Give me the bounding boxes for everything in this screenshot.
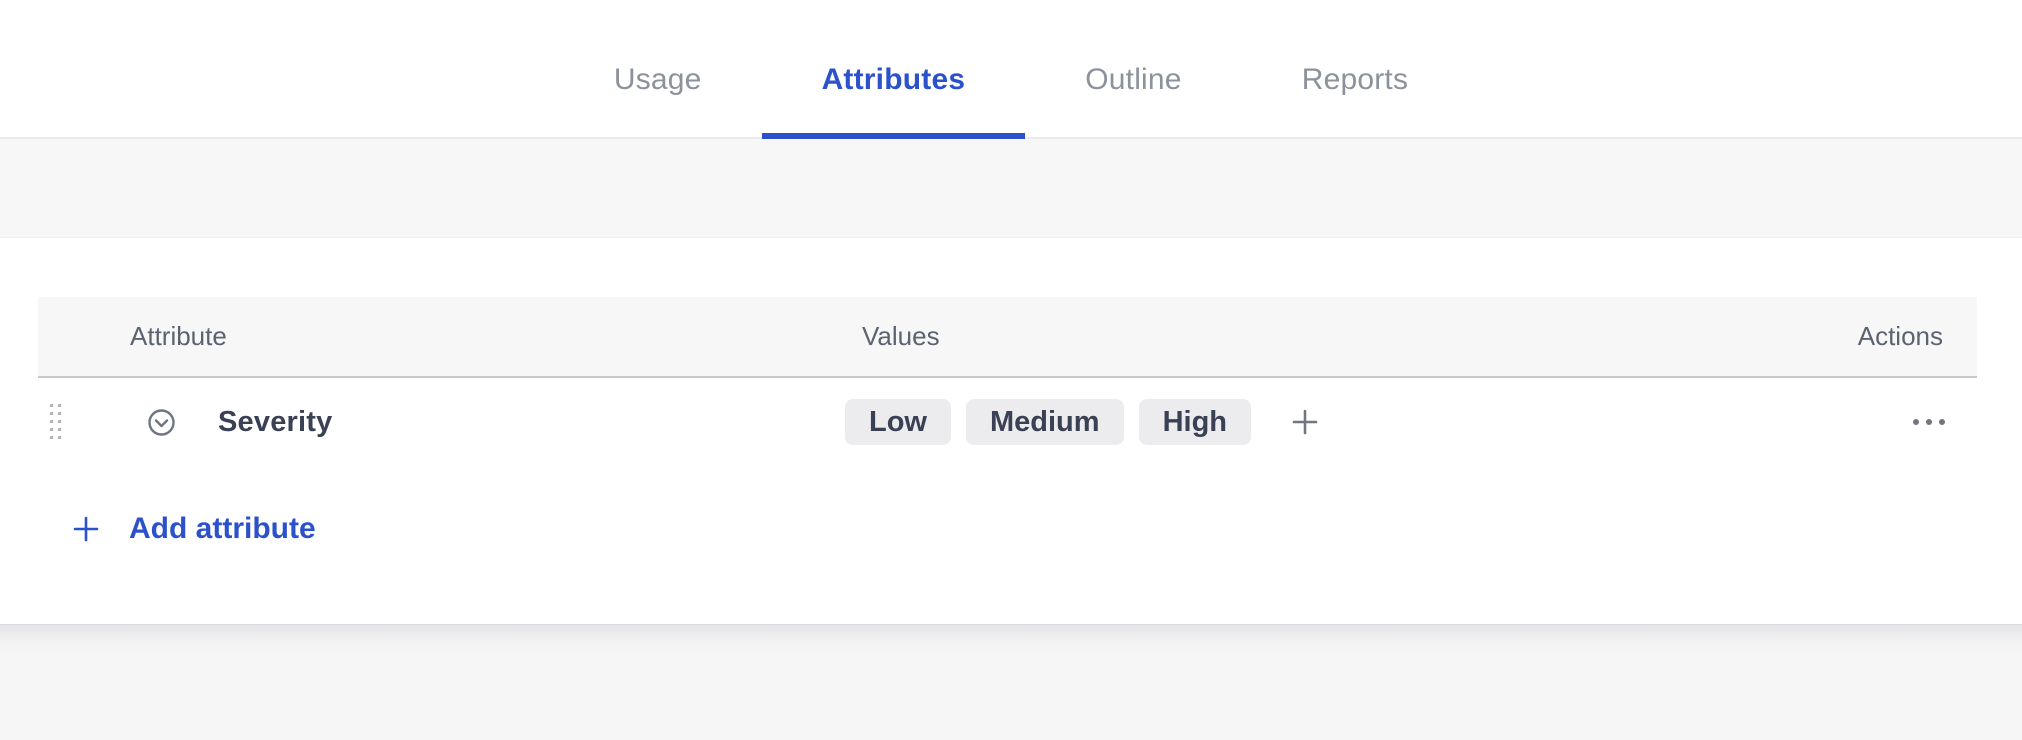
- table-header-row: Attribute Values Actions: [38, 297, 1977, 378]
- tab-reports-label: Reports: [1301, 62, 1409, 96]
- column-header-values: Values: [862, 321, 940, 351]
- attribute-values: Low Medium High: [845, 378, 1319, 466]
- chevron-down-circle-icon[interactable]: [148, 408, 175, 436]
- add-value-plus-icon[interactable]: [1291, 408, 1319, 436]
- attributes-content: Attribute Values Actions Severity Low Me…: [0, 238, 2022, 622]
- ellipsis-menu-icon[interactable]: [1913, 419, 1919, 425]
- tab-outline[interactable]: Outline: [1025, 0, 1241, 137]
- tab-attributes[interactable]: Attributes: [761, 0, 1026, 139]
- tab-bar: Usage Attributes Outline Reports: [0, 0, 2022, 139]
- row-actions: [1913, 419, 1977, 425]
- table-row: Severity Low Medium High: [38, 378, 1977, 466]
- drag-handle-icon[interactable]: [50, 404, 53, 407]
- plus-icon: [73, 516, 99, 542]
- value-chip-high[interactable]: High: [1138, 399, 1251, 445]
- tabs: Usage Attributes Outline Reports: [554, 0, 1468, 139]
- column-header-attribute: Attribute: [130, 321, 227, 351]
- attributes-table: Attribute Values Actions Severity Low Me…: [38, 238, 1977, 547]
- tab-attributes-label: Attributes: [821, 62, 966, 96]
- column-header-actions: Actions: [1857, 321, 1943, 351]
- add-attribute-button[interactable]: Add attribute: [73, 512, 316, 546]
- value-chip-medium[interactable]: Medium: [966, 399, 1124, 445]
- add-attribute-label: Add attribute: [129, 512, 316, 545]
- bottom-band: [0, 624, 2022, 740]
- tab-reports[interactable]: Reports: [1242, 0, 1468, 137]
- tab-usage-label: Usage: [613, 62, 702, 96]
- toolbar-band: [0, 139, 2022, 238]
- attribute-name: Severity: [218, 405, 333, 438]
- tab-outline-label: Outline: [1085, 62, 1182, 96]
- tab-usage[interactable]: Usage: [554, 0, 762, 137]
- value-chip-low[interactable]: Low: [845, 399, 951, 445]
